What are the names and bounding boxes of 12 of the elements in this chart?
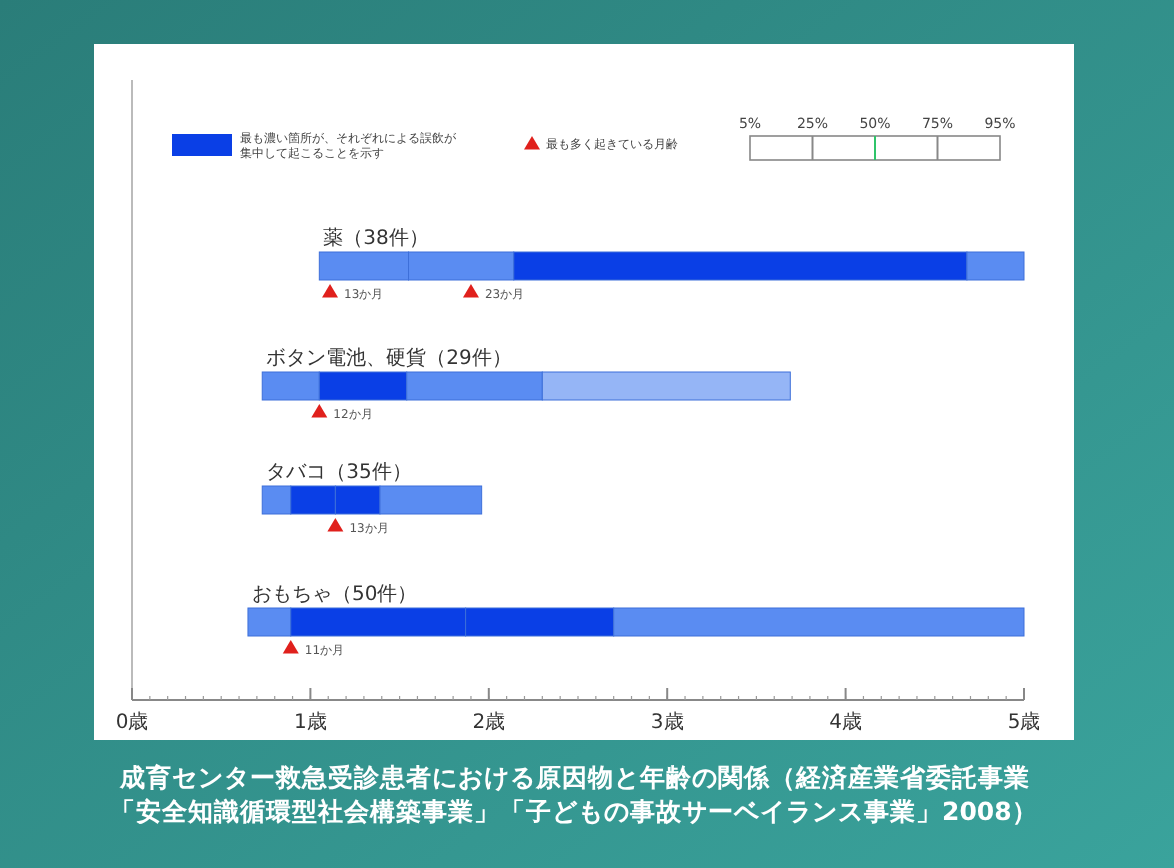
- x-tick-label: 3歳: [650, 710, 684, 734]
- x-tick-label: 0歳: [115, 710, 149, 734]
- x-tick-label: 5歳: [1007, 710, 1041, 734]
- text: 「安全知識循環型社会構築事業」「子どもの事故サーベイランス事業」2008）: [110, 796, 1038, 826]
- text: 成育センター救急受診患者における原因物と年齢の関係（経済産業省委託事業: [118, 762, 1030, 792]
- x-tick-label: 4歳: [829, 710, 862, 734]
- y-tick-label: おもちゃ（50件）: [251, 584, 418, 606]
- x-tick-label: 1歳: [294, 710, 327, 734]
- y-tick-label: ボタン電池、硬貨（29件）: [266, 346, 512, 370]
- x-tick-label: 2歳: [472, 710, 506, 734]
- y-tick-label: 薬（38件）: [323, 226, 429, 250]
- y-tick-label: タバコ（35件）: [266, 462, 412, 484]
